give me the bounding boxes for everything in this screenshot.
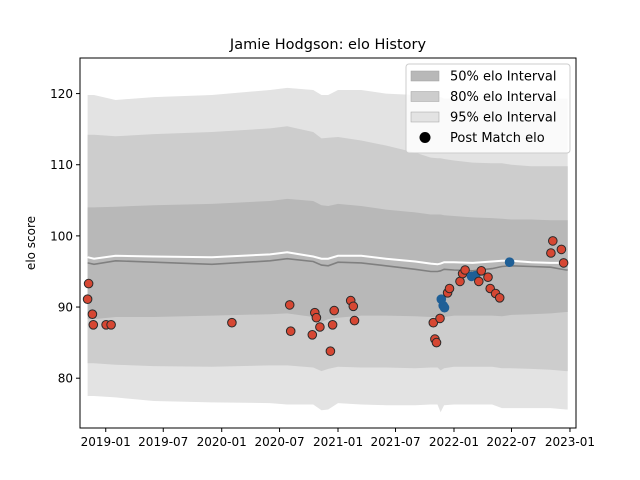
legend-label: 80% elo Interval: [450, 90, 557, 105]
y-tick-label: 80: [58, 372, 73, 386]
x-tick-label: 2023-01: [545, 435, 595, 449]
post-match-point: [284, 300, 295, 310]
post-match-point: [483, 272, 493, 283]
x-tick-label: 2022-01: [429, 435, 479, 449]
chart-title: Jamie Hodgson: elo History: [229, 37, 427, 53]
post-match-point: [474, 276, 484, 287]
x-tick-label: 2021-01: [313, 435, 363, 449]
post-match-point: [444, 283, 455, 294]
y-axis-ticks: 80 90 100 110 120: [50, 87, 80, 386]
x-tick-label: 2020-07: [254, 435, 304, 449]
legend: 50% elo Interval 80% elo Interval 95% elo …: [405, 63, 571, 154]
post-match-point: [327, 320, 338, 330]
x-axis-ticks: 2019-01 2019-07 2020-01 2020-07 2021-01 2021-…: [81, 428, 595, 449]
post-match-point: [285, 326, 296, 337]
post-match-point: [311, 312, 322, 323]
x-tick-label: 2019-01: [81, 435, 131, 449]
legend-swatch: [410, 91, 440, 102]
post-match-point: [349, 315, 360, 326]
y-tick-label: 90: [58, 301, 73, 315]
post-match-point: [548, 236, 558, 246]
x-tick-label: 2022-07: [486, 435, 536, 449]
plot-frame: [79, 57, 577, 429]
x-tick-label: 2020-01: [197, 435, 247, 449]
legend-label: Post Match elo: [450, 131, 545, 146]
post-match-point: [106, 320, 116, 330]
x-tick-label: 2019-07: [138, 435, 188, 449]
post-match-point: [83, 278, 94, 289]
post-match-point: [460, 265, 470, 275]
post-match-point: [87, 309, 98, 320]
y-axis-label: elo score: [24, 216, 38, 270]
post-match-point: [546, 248, 556, 258]
post-match-point: [439, 302, 450, 313]
legend-label: 95% elo Interval: [450, 111, 557, 126]
post-match-point: [504, 257, 515, 268]
post-match-point: [431, 337, 442, 348]
legend-swatch: [410, 70, 440, 82]
x-tick-label: 2021-07: [370, 435, 420, 449]
legend-marker: [419, 132, 431, 143]
post-match-point: [325, 346, 336, 357]
post-match-point: [494, 293, 505, 303]
post-match-point: [329, 305, 340, 316]
post-match-point: [558, 258, 569, 268]
y-tick-label: 100: [50, 229, 73, 243]
post-match-points: [82, 236, 569, 357]
legend-box: [405, 63, 571, 154]
post-match-point: [435, 313, 445, 324]
legend-swatch: [410, 111, 440, 123]
legend-label: 50% elo Interval: [450, 70, 557, 85]
post-match-point: [556, 244, 567, 255]
post-match-point: [348, 301, 359, 312]
post-match-point: [315, 322, 325, 332]
y-tick-label: 120: [50, 87, 73, 101]
post-match-point: [82, 294, 93, 305]
post-match-point: [455, 276, 465, 287]
post-match-point: [428, 317, 439, 328]
post-match-point: [227, 317, 237, 328]
post-match-point: [307, 330, 318, 340]
post-match-point: [476, 266, 487, 276]
post-match-point: [88, 320, 99, 330]
y-tick-label: 110: [50, 158, 73, 172]
